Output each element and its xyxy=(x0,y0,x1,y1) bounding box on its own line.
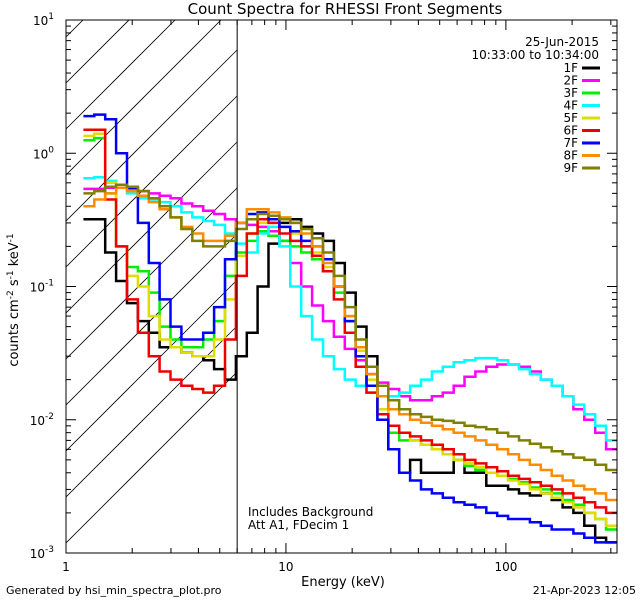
legend-label-6F: 6F xyxy=(563,124,578,138)
footer-generated-by: Generated by hsi_min_spectra_plot.pro xyxy=(6,584,222,597)
legend-label-3F: 3F xyxy=(563,86,578,100)
legend-label-2F: 2F xyxy=(563,74,578,88)
x-tick-labels: 1 10 100 xyxy=(62,560,517,574)
hatch-line xyxy=(66,20,176,130)
x-tick-label: 1 xyxy=(62,560,70,574)
hatch-line xyxy=(66,233,238,406)
y-tick-label: 101 xyxy=(33,12,54,28)
x-axis-label: Energy (keV) xyxy=(301,575,385,590)
y-axis-label: counts cm-2 s-1 keV-1 xyxy=(6,233,22,366)
legend-label-9F: 9F xyxy=(563,161,578,175)
y-tick-label: 100 xyxy=(33,145,54,161)
y-tick-label: 10-1 xyxy=(30,279,54,295)
annotation-attenuator: Att A1, FDecim 1 xyxy=(248,518,349,532)
hatch-line xyxy=(66,325,238,498)
chart-title: Count Spectra for RHESSI Front Segments xyxy=(188,0,503,18)
legend-label-7F: 7F xyxy=(563,136,578,150)
legend-label-8F: 8F xyxy=(563,149,578,163)
annotation-background: Includes Background xyxy=(248,505,373,519)
hatch-line xyxy=(66,371,238,544)
hatch-line xyxy=(66,20,130,84)
y-tick-label: 10-3 xyxy=(30,545,54,561)
hatch-line xyxy=(66,20,222,176)
hatch-line xyxy=(66,187,238,360)
x-tick-label: 10 xyxy=(278,560,293,574)
hatch-line xyxy=(66,95,238,268)
legend-label-1F: 1F xyxy=(563,61,578,75)
x-tick-label: 100 xyxy=(494,560,517,574)
date-label: 25-Jun-2015 xyxy=(525,35,599,49)
legend-label-4F: 4F xyxy=(563,99,578,113)
legend-label-5F: 5F xyxy=(563,111,578,125)
time-range-label: 10:33:00 to 10:34:00 xyxy=(472,48,599,62)
footer-timestamp: 21-Apr-2023 12:05 xyxy=(533,584,636,597)
y-tick-label: 10-2 xyxy=(30,412,54,428)
hatch-line xyxy=(66,141,238,314)
hatch-line xyxy=(66,279,238,452)
series-9F xyxy=(83,183,617,472)
axis-ticks xyxy=(65,19,617,554)
y-tick-labels: 101 100 10-1 10-2 10-3 xyxy=(30,12,55,561)
series-group xyxy=(83,113,617,544)
